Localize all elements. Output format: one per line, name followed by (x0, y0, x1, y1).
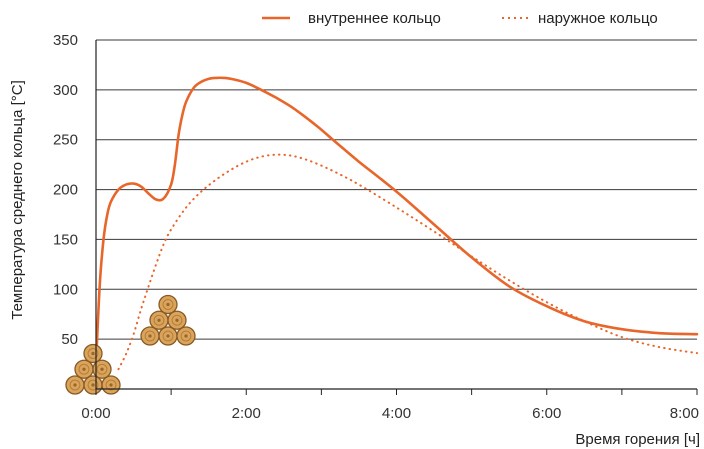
log-core (166, 302, 170, 307)
log-core (91, 383, 95, 387)
y-tick-label: 200 (53, 182, 78, 199)
log-ring (162, 299, 174, 310)
log-core (148, 334, 152, 338)
series-lines (94, 76, 699, 371)
y-tick-label: 50 (61, 331, 78, 348)
firewood-pile-small (65, 343, 121, 395)
tick-labels: 50 100 150 200 250 300 350 0:00 2:00 4:00 6:00 8:00 (53, 32, 699, 422)
series-line-inner-ring (94, 76, 699, 366)
firewood-illustrations (65, 294, 196, 395)
log-ring (105, 379, 117, 391)
y-tick-label: 100 (53, 281, 78, 298)
log-core (175, 318, 179, 322)
log-ring (96, 363, 108, 375)
x-tick-label: 0:00 (81, 405, 110, 422)
x-tick-label: 6:00 (532, 405, 561, 422)
log-core (91, 351, 95, 356)
y-tick-label: 350 (53, 32, 78, 49)
y-tick-label: 250 (53, 132, 78, 149)
log-ring (180, 330, 192, 342)
log-ring (69, 379, 81, 391)
log-ring (78, 363, 90, 375)
legend: внутреннее кольцо наружное кольцо (262, 10, 658, 27)
log-ring (87, 379, 99, 391)
log-ring (144, 330, 156, 342)
log-core (166, 334, 170, 338)
x-tick-label: 4:00 (382, 405, 411, 422)
firewood-pile-large (140, 294, 196, 346)
grid (96, 39, 697, 340)
y-axis-title: Температура среднего кольца [°C] (9, 80, 26, 319)
log-core (109, 383, 113, 387)
log-core (157, 318, 161, 322)
y-tick-label: 300 (53, 82, 78, 99)
log-core (184, 334, 188, 338)
x-tick-label: 8:00 (670, 405, 699, 422)
log-core (100, 367, 104, 371)
log-ring (162, 330, 174, 342)
legend-label-inner: внутреннее кольцо (308, 10, 441, 27)
x-tick-label: 2:00 (232, 405, 261, 422)
log-core (73, 383, 77, 387)
log-ring (171, 314, 183, 326)
legend-label-outer: наружное кольцо (538, 10, 658, 27)
log-core (82, 367, 86, 371)
x-axis-title: Время горения [ч] (575, 431, 700, 448)
log-ring (87, 348, 99, 359)
axes (95, 40, 698, 395)
series-line-outer-ring (117, 153, 698, 371)
y-tick-label: 150 (53, 231, 78, 248)
log-ring (153, 314, 165, 326)
